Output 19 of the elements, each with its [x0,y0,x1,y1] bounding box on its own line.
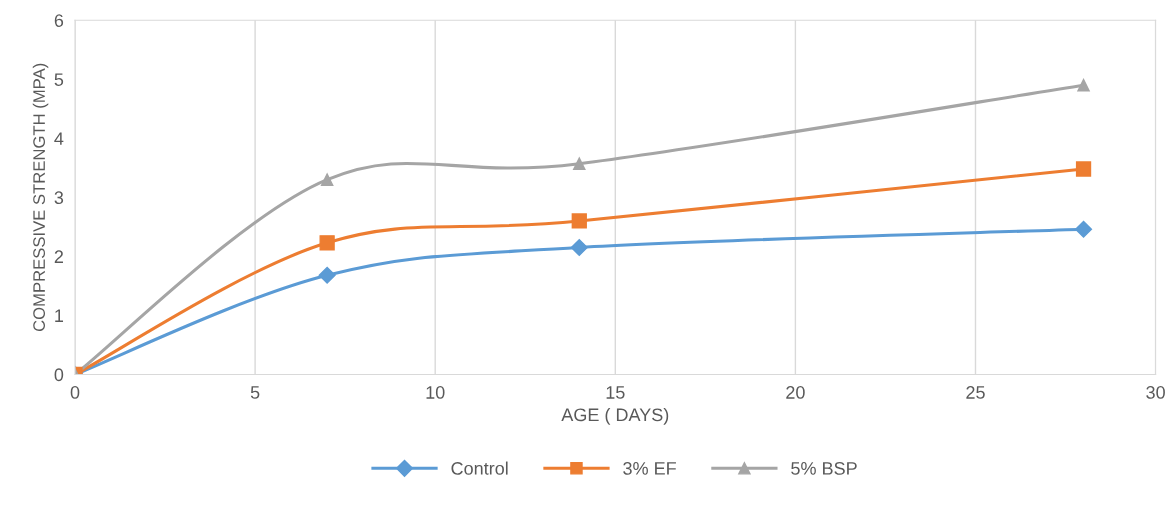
x-axis-title: AGE ( DAYS) [561,407,669,425]
x-tick-label: 0 [70,386,80,399]
y-tick-label: 6 [54,14,64,27]
legend-label: 5% BSP [791,462,857,475]
y-tick-label: 0 [54,368,64,382]
x-tick-label: 25 [966,386,985,399]
y-tick-label: 3 [54,191,64,205]
x-tick-label: 5 [250,386,260,399]
x-tick-label: 10 [426,386,445,399]
x-tick-label: 30 [1146,386,1165,399]
y-axis-title: COMPRESSIVE STRENGTH (MPA) [32,63,49,332]
x-tick-label: 20 [786,386,805,399]
y-tick-label: 5 [54,73,64,86]
y-tick-label: 2 [54,250,63,263]
y-tick-label: 4 [54,132,64,145]
x-tick-label: 15 [606,386,625,399]
y-tick-label: 1 [55,309,64,322]
legend-label: 3% EF [623,462,676,475]
legend-label: Control [451,461,508,475]
